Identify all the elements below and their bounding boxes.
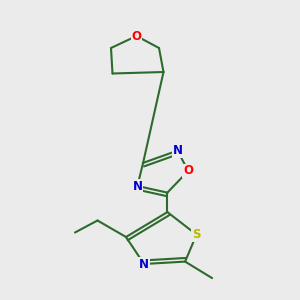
- Text: S: S: [192, 228, 201, 241]
- Text: O: O: [183, 164, 193, 178]
- Text: N: N: [132, 179, 142, 193]
- Text: O: O: [131, 29, 142, 43]
- Text: N: N: [139, 257, 149, 271]
- Text: N: N: [172, 144, 183, 157]
